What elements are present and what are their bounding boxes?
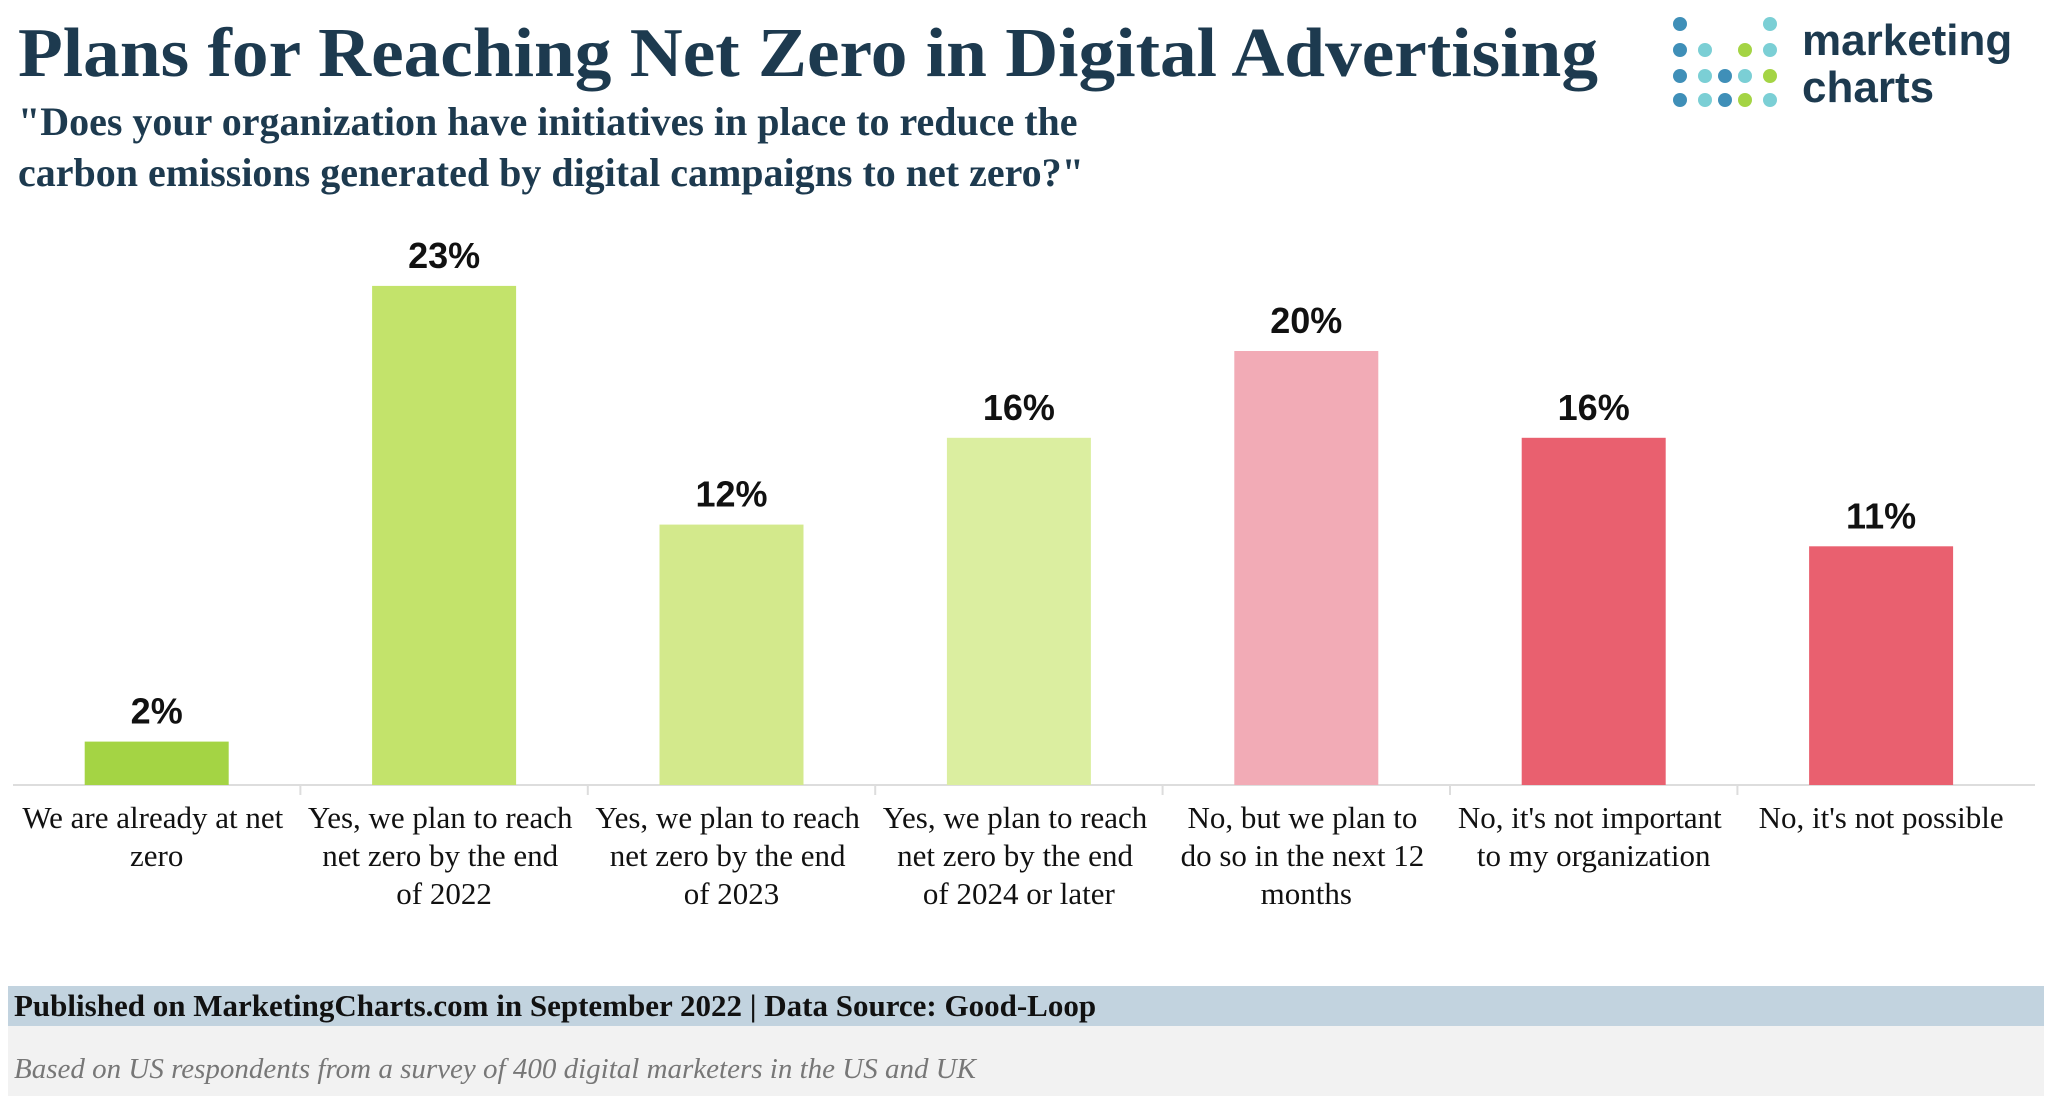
footer: Published on MarketingCharts.com in Sept… [14,988,1096,1023]
data-label: 16% [1558,387,1630,428]
data-label: 11% [1846,495,1916,536]
x-tick-label: No, it's not important to my organizatio… [1458,800,1730,873]
data-label: 2% [131,691,183,732]
x-tick-label: Yes, we plan to reach net zero by the en… [595,800,867,911]
bar [946,437,1091,785]
data-label: 23% [408,235,480,276]
logo-dots [1673,17,1777,107]
subtitle: "Does your organization have initiatives… [18,99,1078,144]
bar [1234,351,1379,785]
subtitle: carbon emissions generated by digital ca… [18,150,1084,195]
data-label: 12% [695,474,767,515]
data-label: 20% [1270,300,1342,341]
bar [84,741,229,785]
note: Based on US respondents from a survey of… [14,1053,978,1085]
footer-band [8,986,2044,1026]
bar [372,285,517,785]
x-tick-label: We are already at net zero [22,800,291,873]
bar [1521,437,1666,785]
data-label: 16% [983,387,1055,428]
chart-title: Plans for Reaching Net Zero in Digital A… [18,15,1598,92]
x-tick-label: Yes, we plan to reach net zero by the en… [308,800,580,911]
logo-text: charts [1802,63,1934,112]
note-band [8,1026,2044,1096]
bar [1809,546,1954,785]
logo-text: marketing [1802,16,2012,65]
x-tick-label: Yes, we plan to reach net zero by the en… [883,800,1155,911]
bar [659,524,804,785]
x-tick-label: No, it's not possible [1759,800,2004,835]
x-tick-label: No, but we plan to do so in the next 12 … [1181,800,1432,911]
